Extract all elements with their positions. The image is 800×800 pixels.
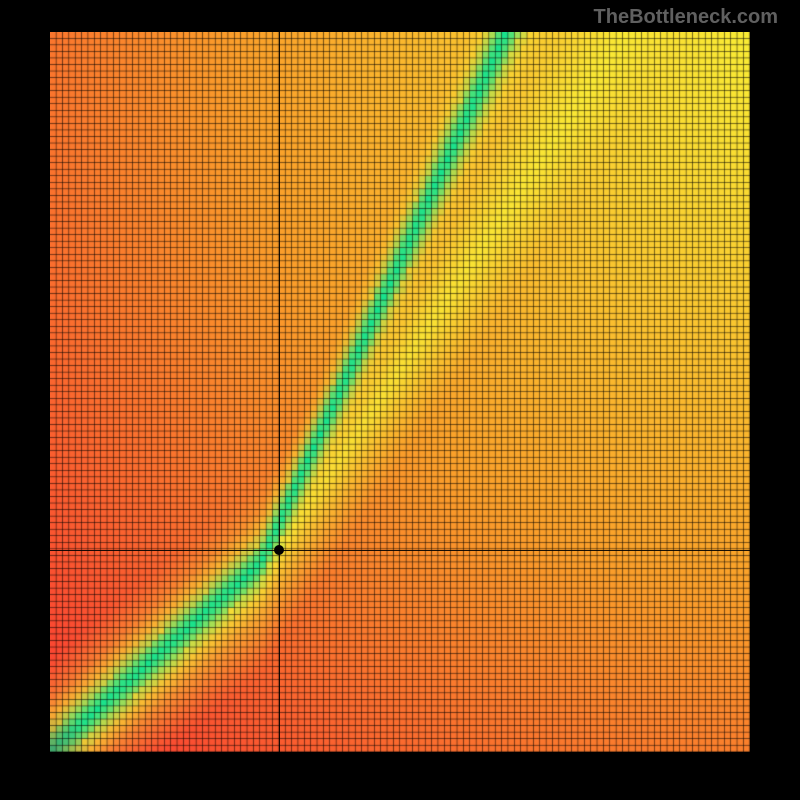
crosshair-horizontal: [50, 550, 750, 551]
data-point-marker: [274, 545, 284, 555]
crosshair-vertical: [279, 32, 280, 752]
watermark-text: TheBottleneck.com: [594, 6, 778, 29]
heatmap-plot: [50, 32, 750, 752]
heatmap-canvas: [50, 32, 750, 752]
